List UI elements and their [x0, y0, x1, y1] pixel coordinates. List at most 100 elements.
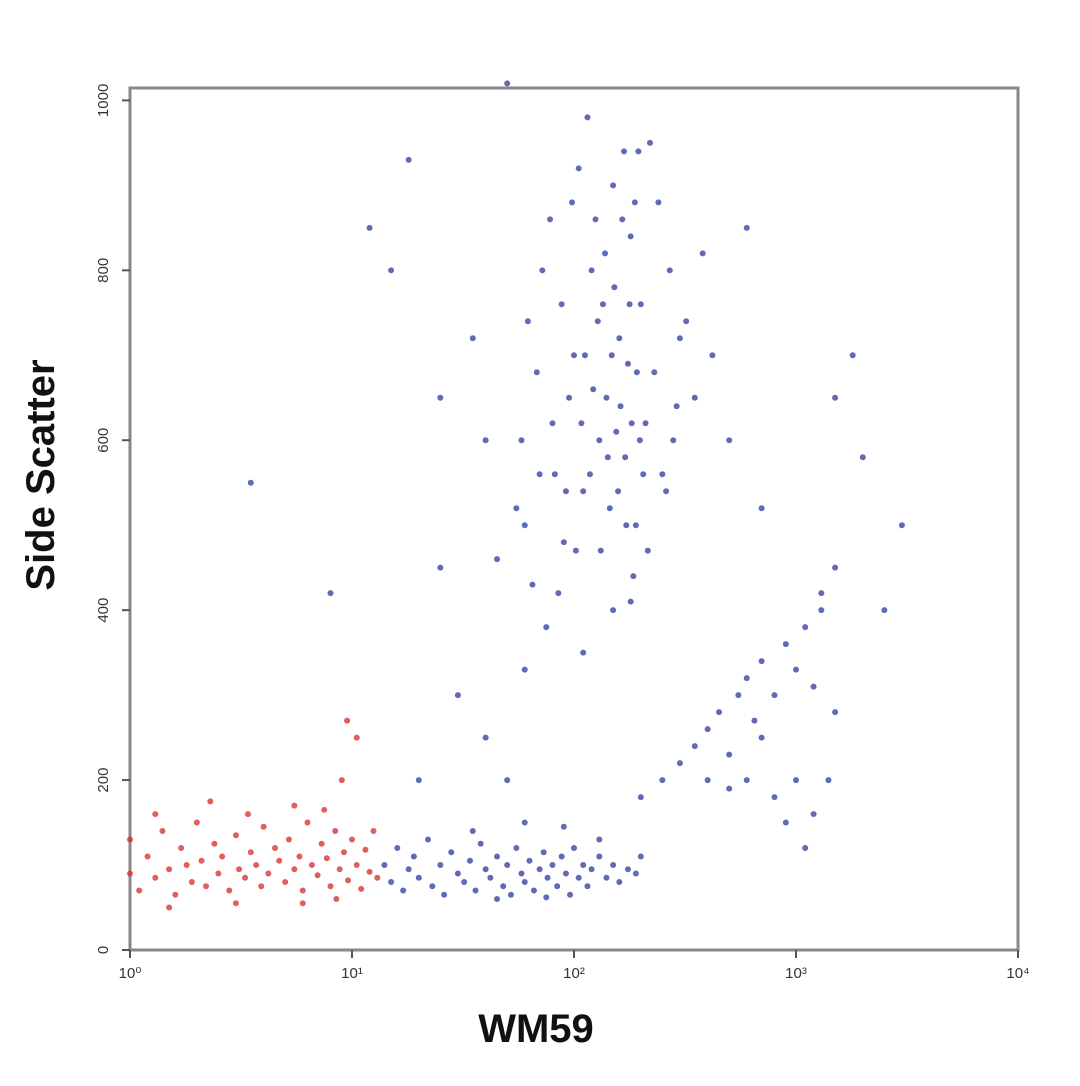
data-point: [461, 879, 468, 886]
data-point: [613, 428, 620, 435]
data-point: [549, 420, 556, 427]
data-point: [242, 874, 249, 881]
data-point: [448, 849, 455, 856]
data-point: [627, 233, 634, 240]
data-point: [611, 284, 618, 291]
data-point: [127, 870, 133, 877]
data-point: [647, 139, 654, 146]
data-point: [782, 641, 789, 648]
data-point: [802, 845, 809, 852]
data-point: [536, 471, 543, 478]
data-point: [291, 866, 298, 873]
data-point: [198, 857, 205, 864]
data-point: [211, 840, 218, 847]
data-point: [543, 894, 550, 901]
data-point: [881, 607, 888, 614]
data-point: [604, 454, 611, 461]
data-point: [437, 564, 444, 571]
data-point: [504, 862, 511, 869]
y-tick-label: 600: [95, 428, 112, 453]
data-point: [615, 488, 622, 495]
data-point: [594, 318, 601, 325]
data-point: [540, 849, 547, 856]
data-point: [586, 471, 593, 478]
data-point: [544, 874, 551, 881]
data-point: [513, 845, 520, 852]
data-point: [683, 318, 690, 325]
data-point: [136, 887, 143, 894]
data-point: [590, 386, 597, 393]
data-point: [699, 250, 706, 257]
x-tick-label: 10¹: [341, 965, 363, 982]
data-point: [588, 866, 595, 873]
data-point: [691, 743, 698, 750]
data-point: [193, 819, 200, 826]
data-point: [178, 845, 185, 852]
data-point: [771, 794, 778, 801]
data-point: [183, 862, 190, 869]
data-point: [673, 403, 680, 410]
data-point: [606, 505, 613, 512]
data-point: [651, 369, 658, 376]
data-point: [244, 811, 251, 818]
y-tick-label: 0: [95, 946, 112, 954]
data-point: [272, 845, 279, 852]
data-point: [469, 828, 476, 835]
y-axis-label: Side Scatter: [19, 359, 63, 590]
data-point: [203, 883, 210, 890]
data-point: [716, 709, 723, 716]
data-point: [549, 862, 556, 869]
data-point: [543, 624, 550, 631]
data-point: [726, 751, 733, 758]
data-point: [621, 148, 628, 155]
data-point: [619, 216, 626, 223]
data-point: [410, 853, 417, 860]
data-point: [144, 853, 151, 860]
data-point: [859, 454, 866, 461]
data-point: [782, 819, 789, 826]
data-point: [482, 437, 489, 444]
data-point: [637, 853, 644, 860]
data-point: [166, 866, 173, 873]
data-point: [566, 394, 573, 401]
data-point: [832, 709, 839, 716]
data-point: [580, 862, 587, 869]
data-point: [588, 267, 595, 274]
data-point: [628, 420, 635, 427]
data-point: [500, 883, 507, 890]
data-point: [818, 607, 825, 614]
data-point: [704, 777, 711, 784]
data-point: [810, 811, 817, 818]
data-point: [743, 675, 750, 682]
data-point: [572, 547, 579, 554]
data-point: [529, 581, 536, 588]
data-point: [670, 437, 677, 444]
data-point: [374, 874, 381, 881]
data-point: [578, 420, 585, 427]
data-point: [388, 879, 395, 886]
data-point: [358, 885, 365, 892]
data-point: [596, 437, 603, 444]
data-point: [226, 887, 233, 894]
data-point: [518, 437, 525, 444]
data-point: [321, 806, 328, 813]
data-point: [466, 857, 473, 864]
data-point: [188, 879, 195, 886]
data-point: [603, 394, 610, 401]
data-point: [332, 828, 339, 835]
data-point: [469, 335, 476, 342]
data-point: [640, 471, 647, 478]
data-point: [215, 870, 222, 877]
data-point: [487, 874, 494, 881]
data-point: [232, 900, 239, 907]
data-point: [575, 165, 582, 172]
data-point: [599, 301, 606, 308]
data-point: [793, 666, 799, 673]
x-axis-label: WM59: [478, 1007, 594, 1051]
data-point: [521, 522, 528, 529]
x-tick-label: 10⁰: [119, 965, 142, 982]
data-point: [504, 80, 511, 87]
data-point: [571, 352, 577, 359]
data-point: [624, 360, 631, 367]
data-point: [394, 845, 401, 852]
